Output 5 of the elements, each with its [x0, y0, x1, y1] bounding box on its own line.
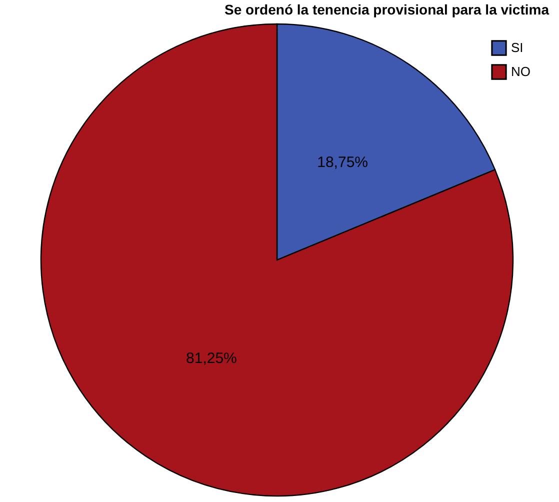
data-label: 81,25% [186, 350, 237, 368]
legend-label: SI [511, 40, 524, 55]
data-label: 18,75% [317, 154, 368, 171]
legend-label: NO [511, 64, 530, 79]
chart-title: Se ordenó la tenencia provisional para la victima [224, 2, 550, 18]
